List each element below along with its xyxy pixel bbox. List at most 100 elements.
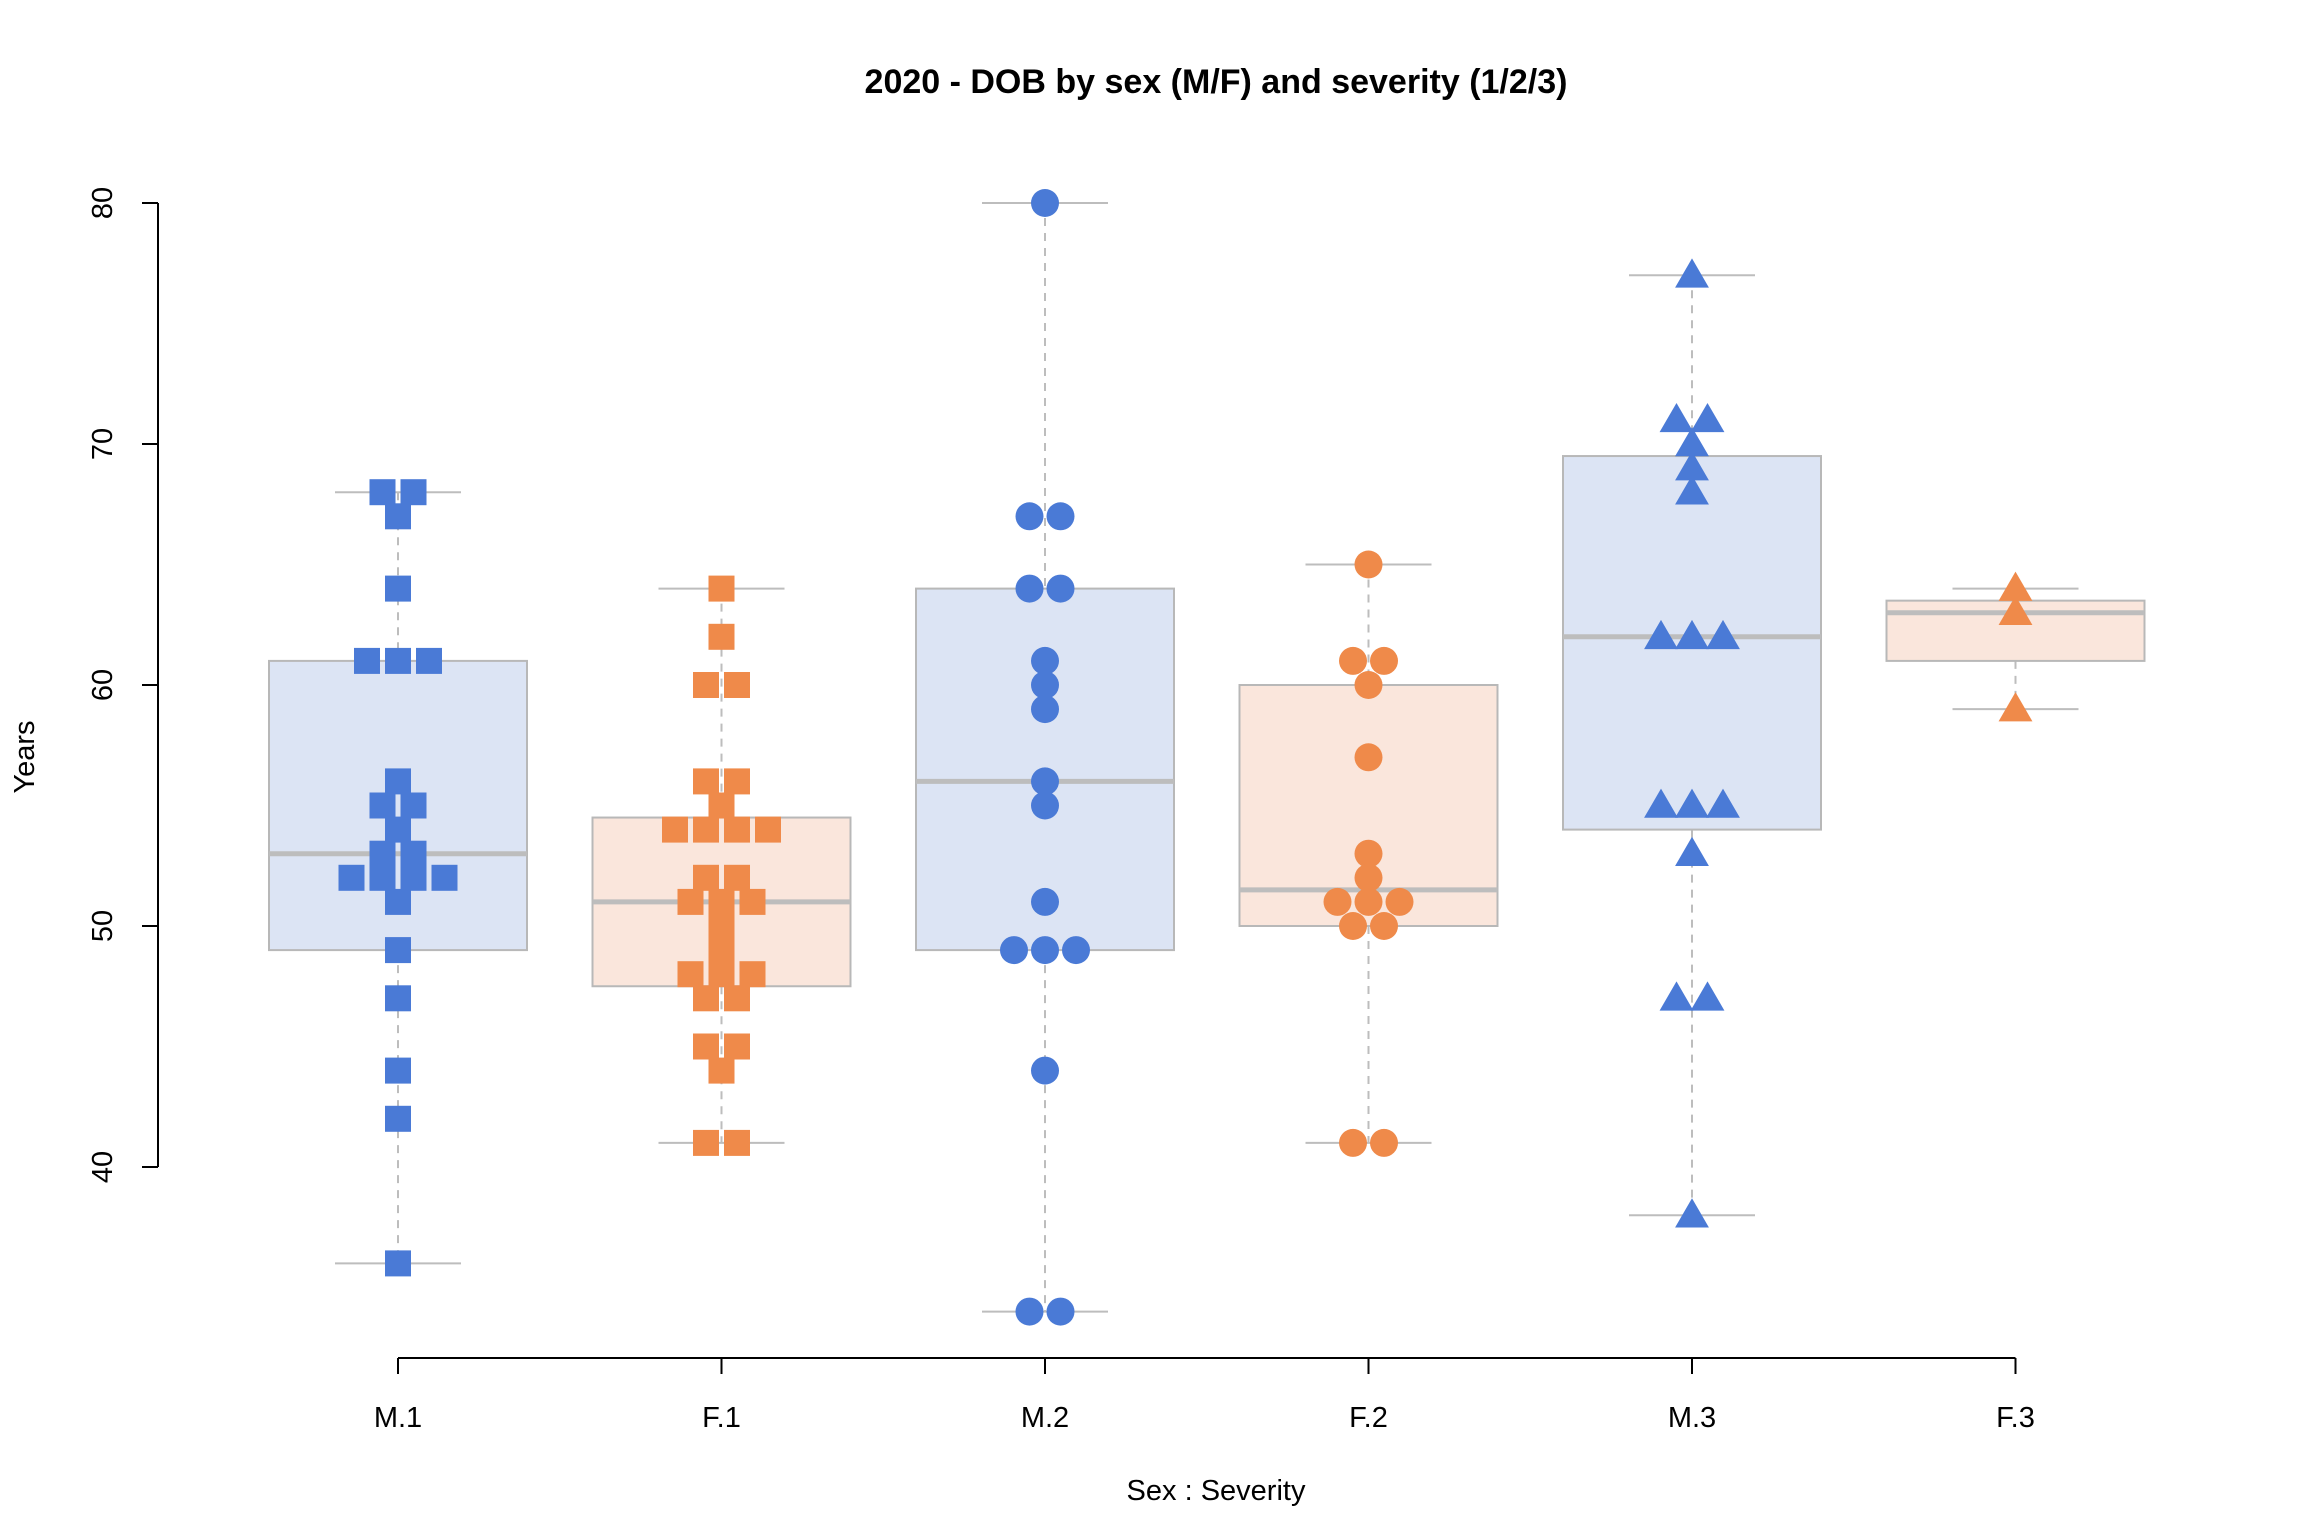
data-point xyxy=(1370,646,1398,675)
plot-area xyxy=(268,189,2146,1326)
data-point xyxy=(1015,574,1044,603)
data-point xyxy=(1354,550,1383,579)
data-point xyxy=(693,864,719,891)
x-tick-label: F.1 xyxy=(702,1402,741,1434)
data-point xyxy=(1031,887,1059,916)
data-point xyxy=(708,575,735,602)
box-group-m-1 xyxy=(268,491,528,1265)
data-point xyxy=(677,888,704,915)
data-point xyxy=(724,672,750,698)
data-point xyxy=(693,816,719,843)
data-point xyxy=(724,864,750,891)
data-point xyxy=(1370,1128,1398,1157)
box-group-m-3 xyxy=(1562,274,1822,1217)
data-point xyxy=(385,647,411,674)
points-f-1 xyxy=(662,575,781,1156)
data-point xyxy=(1998,571,2033,601)
y-tick-label: 80 xyxy=(87,187,119,219)
data-point xyxy=(1323,887,1352,916)
data-point xyxy=(1031,767,1059,796)
data-point xyxy=(1046,502,1075,531)
data-point xyxy=(693,1033,719,1060)
y-tick-label: 50 xyxy=(87,910,119,942)
data-point xyxy=(1675,836,1709,866)
data-point xyxy=(1675,258,1709,288)
data-point xyxy=(755,816,781,843)
data-point xyxy=(1000,936,1028,965)
y-tick-label: 70 xyxy=(87,428,119,460)
data-point xyxy=(369,864,396,891)
data-point xyxy=(400,864,427,891)
data-point xyxy=(1031,1056,1059,1085)
data-point xyxy=(416,647,442,674)
data-point xyxy=(1659,981,1694,1011)
data-point xyxy=(1706,788,1740,818)
data-point xyxy=(1690,402,1725,433)
data-point xyxy=(708,961,735,988)
data-point xyxy=(369,840,396,867)
data-point xyxy=(1998,595,2033,625)
data-point xyxy=(369,792,396,819)
x-tick-label: M.2 xyxy=(1021,1402,1069,1434)
box-group-m-2 xyxy=(915,202,1175,1313)
data-point xyxy=(1015,1297,1044,1326)
data-point xyxy=(1339,1128,1367,1157)
data-point xyxy=(1354,839,1383,868)
data-point xyxy=(354,647,380,674)
data-point xyxy=(708,937,735,964)
data-point xyxy=(1675,619,1709,650)
chart-title: 2020 - DOB by sex (M/F) and severity (1/… xyxy=(865,63,1568,101)
data-point xyxy=(1706,619,1740,650)
data-point xyxy=(385,1105,411,1132)
points-m-2 xyxy=(1000,189,1090,1326)
data-point xyxy=(708,913,735,939)
data-point xyxy=(1046,574,1075,603)
data-point xyxy=(662,816,688,843)
data-point xyxy=(693,985,719,1012)
data-point xyxy=(1370,912,1398,940)
data-point xyxy=(1659,402,1694,433)
data-point xyxy=(693,672,719,698)
data-point xyxy=(708,1057,735,1084)
data-point xyxy=(708,792,735,819)
axes: 40 50 60 70 80 M.1 F.1 M.2 F.2 M.3 F.3 xyxy=(87,187,2035,1434)
y-tick-label: 60 xyxy=(87,669,119,701)
data-point xyxy=(1644,619,1678,650)
data-point xyxy=(708,888,735,915)
x-tick-label: F.2 xyxy=(1349,1402,1388,1434)
data-point xyxy=(431,864,458,891)
data-point xyxy=(385,575,411,602)
data-point xyxy=(1675,788,1709,818)
data-point xyxy=(693,1129,719,1156)
data-point xyxy=(385,503,411,530)
y-tick-label: 40 xyxy=(87,1151,119,1183)
x-tick-label: F.3 xyxy=(1996,1402,2035,1434)
data-point xyxy=(724,1033,750,1060)
data-point xyxy=(385,985,411,1012)
data-point xyxy=(1339,646,1367,675)
data-point xyxy=(1675,1198,1709,1228)
data-point xyxy=(385,937,411,964)
data-point xyxy=(739,961,766,988)
data-point xyxy=(1690,981,1725,1011)
y-axis-label: Years xyxy=(9,720,41,793)
data-point xyxy=(385,1250,411,1277)
data-point xyxy=(739,888,766,915)
data-point xyxy=(1031,646,1059,675)
data-point xyxy=(1046,1297,1075,1326)
data-point xyxy=(385,888,411,915)
data-point xyxy=(1998,692,2033,722)
data-point xyxy=(1385,887,1414,916)
data-point xyxy=(1339,912,1367,940)
data-point xyxy=(338,864,365,891)
points-f-2 xyxy=(1323,550,1414,1157)
data-point xyxy=(369,479,396,506)
data-point xyxy=(1031,189,1059,217)
data-point xyxy=(385,816,411,843)
points-f-3 xyxy=(1998,571,2033,722)
data-point xyxy=(400,840,427,867)
data-point xyxy=(1354,863,1383,892)
points-m-1 xyxy=(338,479,458,1277)
data-point xyxy=(1354,671,1383,699)
